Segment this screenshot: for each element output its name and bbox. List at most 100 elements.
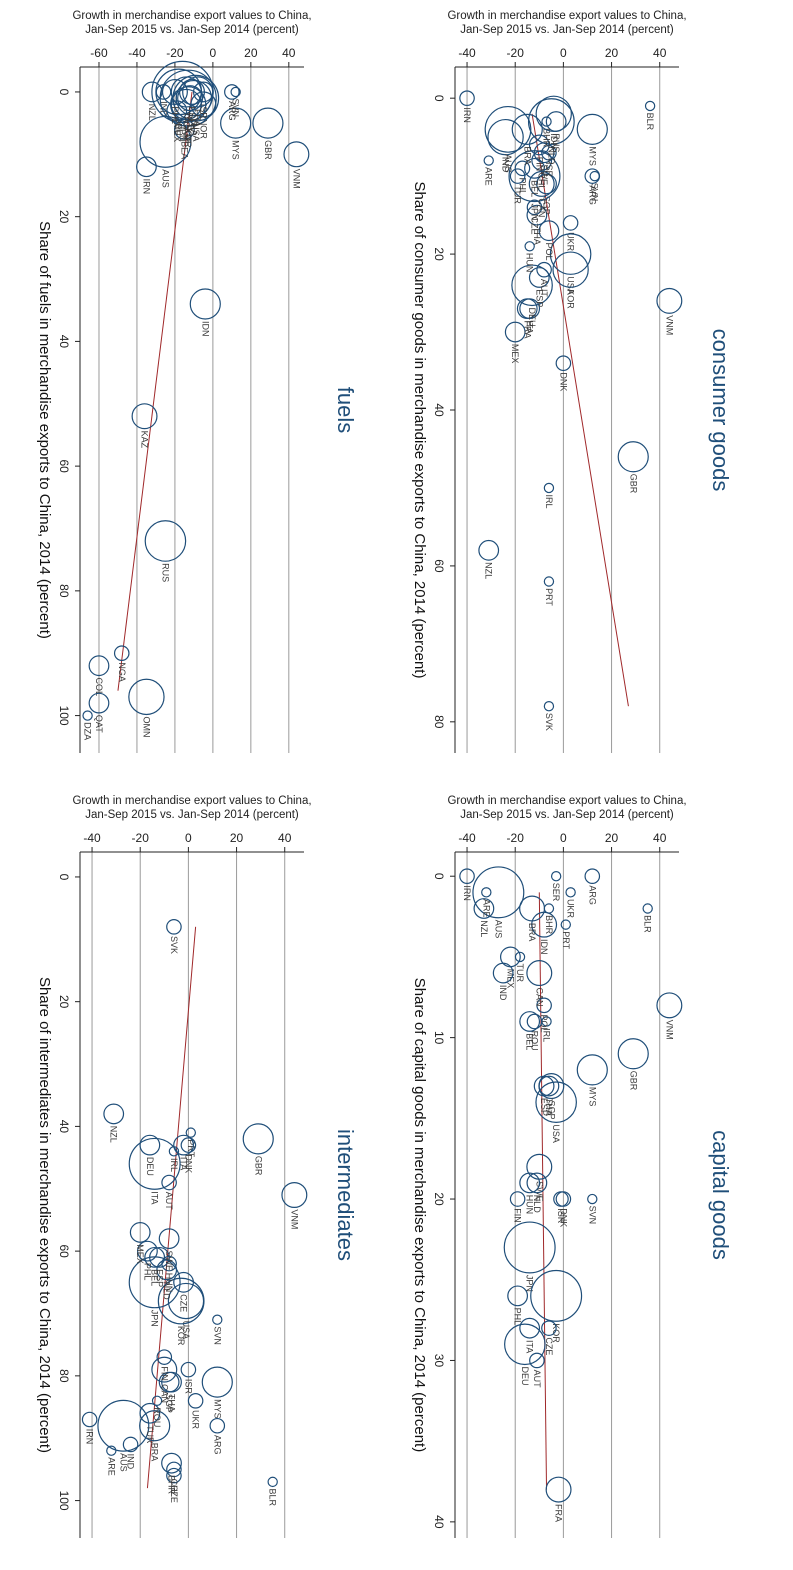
y-axis-title: Growth in merchandise export values to C… xyxy=(72,10,311,22)
point-label: IRL xyxy=(169,1158,179,1172)
data-point xyxy=(149,1246,170,1268)
x-tick-label: 40 xyxy=(57,335,71,349)
point-label: BHR xyxy=(167,1475,177,1495)
x-axis-title: Share of intermediates in merchandise ex… xyxy=(36,977,53,1453)
point-label: KOR xyxy=(176,1326,186,1346)
data-point xyxy=(252,107,284,139)
panel-title: consumer goods xyxy=(708,329,733,492)
data-point xyxy=(514,160,531,177)
point-label: HUN xyxy=(525,1195,535,1215)
y-tick-label: 40 xyxy=(278,831,292,845)
point-label: SVN xyxy=(212,1326,222,1345)
point-label: ARG xyxy=(212,1435,222,1455)
point-label: RUS xyxy=(160,563,170,582)
point-label: POL xyxy=(544,243,554,261)
data-point xyxy=(459,868,475,885)
point-label: GBR xyxy=(263,140,273,160)
point-label: NZL xyxy=(479,920,489,937)
data-point xyxy=(156,1259,178,1281)
point-label: NLD xyxy=(532,1195,542,1214)
data-point xyxy=(161,1174,177,1191)
point-label: RUS xyxy=(551,133,561,152)
point-label: AUS xyxy=(160,169,170,188)
point-label: SVN xyxy=(231,99,241,118)
data-point xyxy=(526,1013,543,1030)
data-point xyxy=(173,1134,194,1156)
point-label: IND xyxy=(501,157,511,173)
data-point xyxy=(128,1137,181,1190)
point-label: CAN xyxy=(537,198,547,217)
data-point xyxy=(81,1411,98,1428)
point-label: BRA xyxy=(522,146,532,165)
y-tick-label: 40 xyxy=(282,46,296,60)
point-label: TUR xyxy=(145,1425,155,1444)
point-label: ARG xyxy=(587,885,597,905)
point-label: CHL xyxy=(169,1479,179,1497)
point-label: DEU xyxy=(520,1367,530,1386)
data-point xyxy=(560,919,571,930)
point-label: PHL xyxy=(513,1308,523,1326)
x-tick-label: 20 xyxy=(432,247,446,261)
point-label: SVK xyxy=(169,936,179,954)
y-axis-title: Growth in merchandise export values to C… xyxy=(72,795,311,807)
y-tick-label: -20 xyxy=(132,831,150,845)
x-tick-label: 0 xyxy=(432,873,446,880)
point-label: KOR xyxy=(566,289,576,309)
data-point xyxy=(541,144,557,161)
y-tick-label: -40 xyxy=(458,46,476,60)
point-label: FIN xyxy=(534,157,544,172)
data-point xyxy=(530,1269,583,1322)
data-point xyxy=(128,678,165,716)
data-point xyxy=(511,113,543,145)
point-label: NLD xyxy=(185,113,195,132)
data-point xyxy=(103,1103,125,1125)
point-label: SWE xyxy=(534,1181,544,1202)
point-label: BLR xyxy=(645,113,655,131)
point-label: BEL xyxy=(525,1033,535,1050)
point-label: PRT xyxy=(186,1139,196,1157)
point-label: SWE xyxy=(539,165,549,186)
point-label: ROU xyxy=(529,1031,539,1051)
data-point xyxy=(139,115,192,168)
x-tick-label: 20 xyxy=(432,1192,446,1206)
point-label: SER xyxy=(551,883,561,902)
point-label: PHL xyxy=(170,106,180,124)
point-label: AUT xyxy=(532,1370,542,1389)
data-point xyxy=(473,898,495,919)
point-label: FRA xyxy=(193,109,203,127)
point-label: SVN xyxy=(587,1206,597,1225)
point-label: ARG xyxy=(587,185,597,205)
point-label: VNM xyxy=(664,1020,674,1040)
data-point xyxy=(137,1240,158,1262)
point-label: SWE xyxy=(164,1250,174,1271)
data-point xyxy=(504,1323,546,1366)
data-point xyxy=(538,1073,565,1100)
x-tick-label: 40 xyxy=(57,1120,71,1134)
data-point xyxy=(201,1366,233,1398)
point-label: FIN xyxy=(159,1366,169,1381)
point-label: USA xyxy=(181,1321,191,1340)
data-point xyxy=(503,1221,556,1274)
data-point xyxy=(187,1392,204,1409)
point-label: QAT xyxy=(94,715,104,733)
point-label: ROU xyxy=(152,1407,162,1427)
data-point xyxy=(122,1436,139,1453)
data-point xyxy=(224,84,240,100)
data-point xyxy=(529,1352,545,1369)
point-label: NZL xyxy=(484,562,494,579)
data-point xyxy=(88,655,110,677)
point-label: SGP xyxy=(183,124,193,143)
point-label: DZA xyxy=(83,722,93,740)
point-label: CZE xyxy=(169,1485,179,1503)
data-point xyxy=(545,1476,572,1503)
fit-line xyxy=(146,926,197,1489)
y-tick-label: 0 xyxy=(210,46,217,60)
point-label: ESP xyxy=(534,289,544,307)
point-label: ITA xyxy=(179,1157,189,1170)
point-label: IRN xyxy=(85,1429,95,1445)
data-point xyxy=(481,887,492,898)
data-point xyxy=(97,1399,150,1452)
data-point xyxy=(538,220,560,242)
intermediates-panel: intermediates 0 20 40 60 80 100 -40 -20 0 20 40 Shar… xyxy=(36,795,358,1538)
data-point xyxy=(524,241,535,252)
